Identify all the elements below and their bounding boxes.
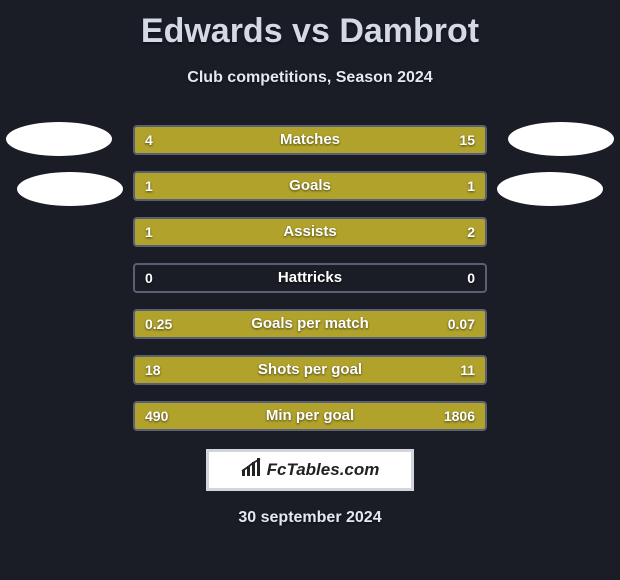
fctables-logo[interactable]: FcTables.com: [206, 449, 414, 491]
stat-label: Matches: [135, 127, 485, 153]
player-left-avatar-bottom: [17, 172, 123, 206]
logo-text: FcTables.com: [267, 460, 380, 480]
stat-label: Goals: [135, 173, 485, 199]
page-date: 30 september 2024: [0, 509, 620, 527]
player-left-avatar-top: [6, 122, 112, 156]
player-right-avatar-bottom: [497, 172, 603, 206]
stat-label: Goals per match: [135, 311, 485, 337]
stat-row: 11Goals: [133, 171, 487, 201]
stats-table: 415Matches 11Goals 12Assists 00Hattricks 0.2…: [133, 125, 487, 431]
stat-label: Shots per goal: [135, 357, 485, 383]
stat-row: 415Matches: [133, 125, 487, 155]
stat-row: 0.250.07Goals per match: [133, 309, 487, 339]
stat-row: 4901806Min per goal: [133, 401, 487, 431]
chart-icon: [241, 458, 263, 483]
stat-label: Assists: [135, 219, 485, 245]
page-subtitle: Club competitions, Season 2024: [0, 69, 620, 87]
stat-row: 1811Shots per goal: [133, 355, 487, 385]
stat-label: Hattricks: [135, 265, 485, 291]
page-title: Edwards vs Dambrot: [0, 0, 620, 51]
stat-label: Min per goal: [135, 403, 485, 429]
stat-row: 12Assists: [133, 217, 487, 247]
stat-row: 00Hattricks: [133, 263, 487, 293]
player-right-avatar-top: [508, 122, 614, 156]
